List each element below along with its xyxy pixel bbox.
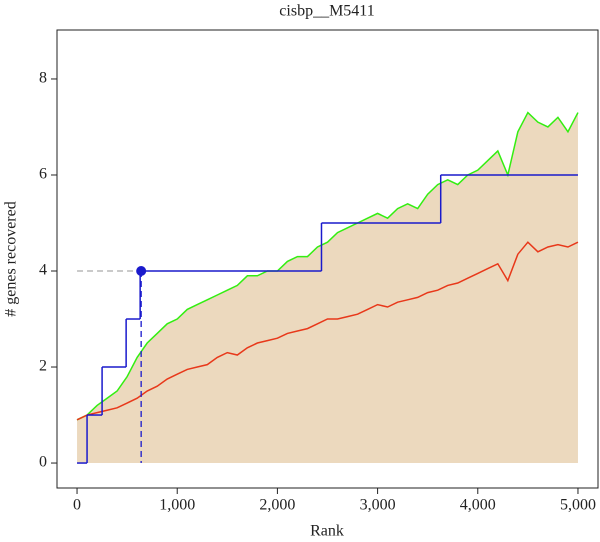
line — [76, 241, 579, 421]
y-tick-label: 0 — [39, 454, 47, 471]
area — [77, 112, 578, 464]
y-tick-label: 6 — [39, 166, 47, 183]
threshold-point — [136, 266, 147, 277]
x-tick-label: 4,000 — [460, 497, 496, 514]
y-tick-label: 4 — [39, 262, 47, 279]
x-axis-label: Rank — [310, 523, 344, 540]
y-axis-label: # genes recovered — [3, 201, 20, 317]
line — [76, 111, 579, 421]
chart-title: cisbp__M5411 — [279, 3, 374, 20]
x-tick-label: 3,000 — [360, 497, 396, 514]
x-tick-label: 2,000 — [259, 497, 295, 514]
y-tick-label: 8 — [39, 70, 47, 87]
x-tick-label: 5,000 — [560, 497, 596, 514]
x-tick-label: 1,000 — [159, 497, 195, 514]
plot-frame — [56, 29, 599, 489]
x-tick-label: 0 — [73, 497, 81, 514]
y-tick-label: 2 — [39, 358, 47, 375]
